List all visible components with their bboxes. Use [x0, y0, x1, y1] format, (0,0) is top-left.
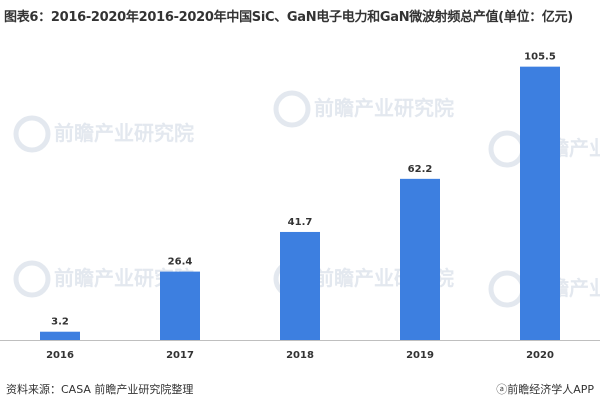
x-tick-label-group: 2016 2017 2018 2019 2020 [46, 350, 554, 361]
value-label-2017: 26.4 [168, 257, 193, 268]
chart-title: 图表6：2016-2020年2016-2020年中国SiC、GaN电子电力和Ga… [4, 10, 573, 25]
bar-2020 [520, 66, 560, 340]
brand-credit: ⓐ前瞻经济学人APP [496, 381, 594, 397]
x-tick-label-2016: 2016 [46, 350, 74, 361]
bar-2018 [280, 231, 320, 340]
value-label-2020: 105.5 [524, 52, 556, 63]
watermark: 前瞻产业研究院 [273, 90, 454, 128]
watermark-logo-icon [488, 130, 526, 168]
watermark-logo-icon [13, 115, 51, 153]
watermark-logo-icon [13, 260, 51, 298]
watermark: 前瞻产业研究院 [13, 115, 194, 153]
x-tick-label-2019: 2019 [406, 350, 434, 361]
watermark-layer: 前瞻产业研究院前瞻产业研究院前瞻产业研究院前瞻产业研究院前瞻产业研究院前瞻产业研… [13, 90, 600, 308]
watermark-text: 前瞻产业研究院 [314, 96, 454, 120]
x-tick-label-2020: 2020 [526, 350, 554, 361]
value-label-2016: 3.2 [51, 317, 69, 328]
bar-2017 [160, 271, 200, 340]
bar-2016 [40, 331, 80, 340]
at-circle-icon: ⓐ [496, 383, 508, 396]
watermark-logo-icon [488, 270, 526, 308]
bar-group [40, 66, 560, 340]
value-label-2019: 62.2 [408, 164, 433, 175]
value-label-group: 3.2 26.4 41.7 62.2 105.5 [51, 52, 556, 328]
bar-2019 [400, 178, 440, 340]
watermark-text: 前瞻产业研究院 [54, 121, 194, 145]
source-note: 资料来源：CASA 前瞻产业研究院整理 [6, 383, 194, 396]
brand-name: 前瞻经济学人APP [507, 383, 594, 396]
value-label-2018: 41.7 [288, 217, 313, 228]
x-tick-label-2018: 2018 [286, 350, 314, 361]
watermark-logo-icon [273, 90, 311, 128]
x-tick-label-2017: 2017 [166, 350, 194, 361]
